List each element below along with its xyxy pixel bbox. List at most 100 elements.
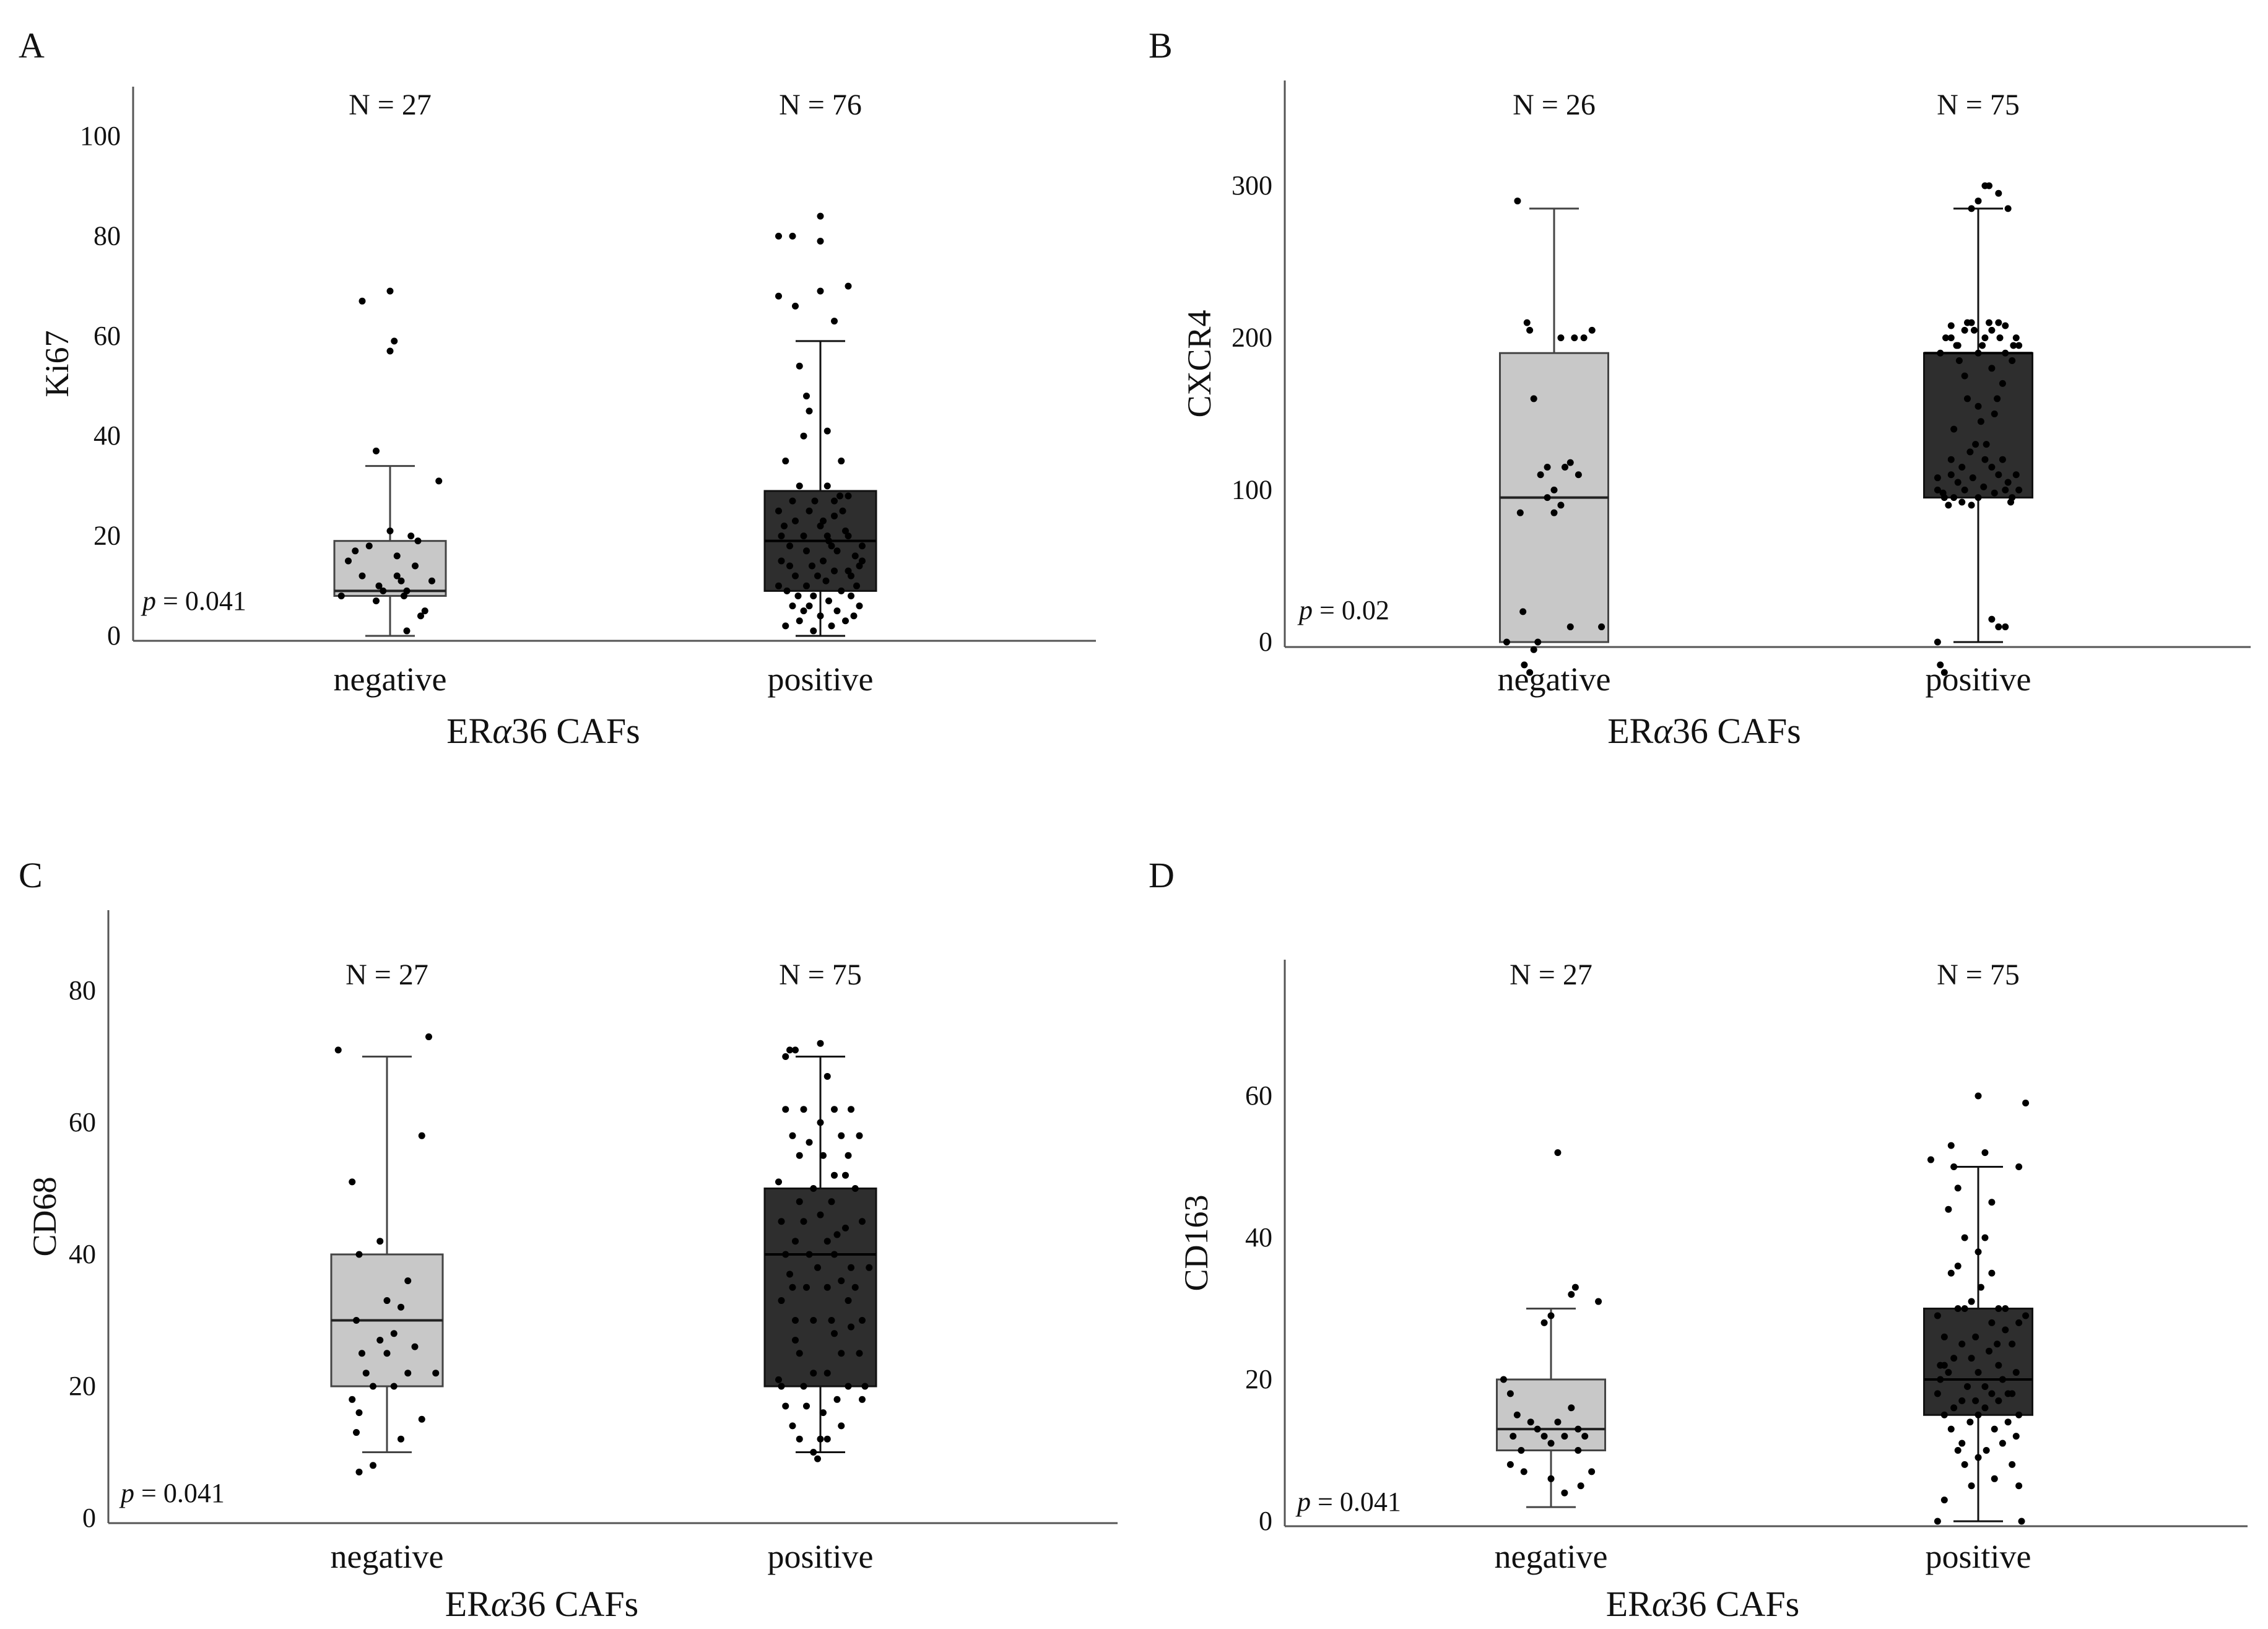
data-point — [1940, 1333, 1948, 1340]
data-point — [337, 592, 345, 599]
data-point — [2015, 1163, 2023, 1170]
data-point — [842, 1224, 849, 1232]
data-point — [848, 1323, 854, 1331]
data-point — [1995, 471, 2002, 479]
data-point — [1506, 1461, 1514, 1468]
data-point — [831, 567, 838, 575]
data-point — [1562, 463, 1568, 471]
data-point — [1981, 1383, 1989, 1390]
data-point — [1979, 342, 1986, 349]
data-point — [1934, 474, 1941, 482]
data-point — [778, 1218, 785, 1225]
data-point — [373, 597, 380, 605]
data-point — [1972, 1397, 1979, 1404]
data-point — [800, 532, 807, 540]
data-point — [1972, 441, 1979, 448]
data-point — [823, 1072, 831, 1080]
data-point — [398, 577, 405, 584]
data-point — [1940, 1411, 1948, 1418]
data-point — [800, 1106, 807, 1113]
panel-c: C 0 20 40 60 80 CD68 ERα36 CAFs p = 0.041 N = 27… — [0, 836, 1133, 1629]
data-point — [1980, 483, 1988, 490]
data-point — [1503, 638, 1510, 646]
data-point — [1575, 1447, 1582, 1454]
data-point — [775, 507, 782, 515]
data-point — [1975, 198, 1982, 205]
data-point — [2015, 342, 2023, 349]
data-point — [833, 1231, 841, 1238]
data-point — [789, 497, 796, 505]
data-point — [390, 1383, 398, 1390]
data-point — [806, 507, 813, 515]
data-point — [1540, 1433, 1548, 1440]
data-point — [820, 1409, 827, 1417]
data-point — [810, 1370, 817, 1377]
data-point — [1975, 349, 1982, 357]
data-point — [856, 562, 863, 570]
data-point — [861, 1383, 869, 1390]
data-point — [856, 602, 863, 610]
data-point — [782, 1106, 789, 1113]
data-point — [1547, 1312, 1555, 1319]
data-point — [859, 1218, 866, 1225]
data-point — [1947, 322, 1955, 329]
data-point — [1561, 1433, 1568, 1440]
data-point — [1544, 494, 1551, 502]
data-point — [1968, 502, 1975, 509]
data-point — [1937, 661, 1944, 669]
data-point — [352, 547, 359, 555]
data-point — [411, 1343, 419, 1350]
data-point — [1955, 357, 1963, 365]
data-point — [831, 318, 838, 325]
data-point — [1942, 334, 1949, 342]
data-point — [811, 497, 819, 505]
data-point — [806, 1251, 813, 1258]
data-point — [823, 482, 831, 490]
data-point — [800, 607, 807, 615]
panel-a: A 0 20 40 60 80 100 Ki67 ERα36 CAFs p = 0.041 N =… — [0, 0, 1133, 805]
data-point — [800, 1383, 807, 1390]
data-point — [1500, 1376, 1507, 1383]
data-point — [1977, 1284, 1984, 1291]
data-point — [2002, 1305, 2009, 1312]
data-point — [1527, 1418, 1534, 1426]
data-point — [820, 517, 827, 524]
data-point — [1588, 326, 1596, 334]
data-point — [2015, 1482, 2023, 1490]
data-point — [1953, 342, 1960, 349]
data-point — [838, 587, 845, 594]
data-point — [833, 607, 841, 615]
data-point — [814, 1455, 821, 1462]
data-point — [806, 407, 813, 415]
y-tick-label: 40 — [69, 1239, 96, 1269]
data-point — [428, 577, 435, 584]
data-point — [778, 1383, 785, 1390]
data-point — [1988, 326, 1996, 334]
data-point — [1945, 502, 1952, 509]
boxplot-cxcr4: 0 100 200 300 CXCR4 ERα36 CAFs p = 0.02 N = 26 N… — [1181, 80, 2251, 751]
data-point — [1947, 334, 1955, 342]
data-point — [391, 337, 398, 345]
data-point — [786, 542, 793, 550]
data-point — [1934, 638, 1941, 646]
data-point — [386, 287, 394, 295]
data-point — [2012, 1369, 2020, 1376]
data-point — [794, 592, 802, 599]
count-label: N = 27 — [1510, 958, 1592, 991]
data-point — [1544, 463, 1551, 471]
data-point — [393, 552, 401, 560]
data-point — [1510, 1433, 1517, 1440]
y-axis-title: CXCR4 — [1181, 310, 1218, 417]
data-point — [1970, 326, 1978, 334]
data-point — [1554, 1149, 1562, 1157]
data-point — [1950, 1163, 1958, 1170]
data-point — [1530, 395, 1537, 402]
data-point — [404, 1370, 412, 1377]
data-point — [1995, 623, 2002, 630]
data-point — [845, 1383, 852, 1390]
data-point — [833, 547, 841, 555]
data-point — [1961, 1234, 1968, 1241]
data-point — [786, 1046, 793, 1054]
data-point — [828, 1198, 835, 1205]
data-point — [1968, 1482, 1975, 1490]
